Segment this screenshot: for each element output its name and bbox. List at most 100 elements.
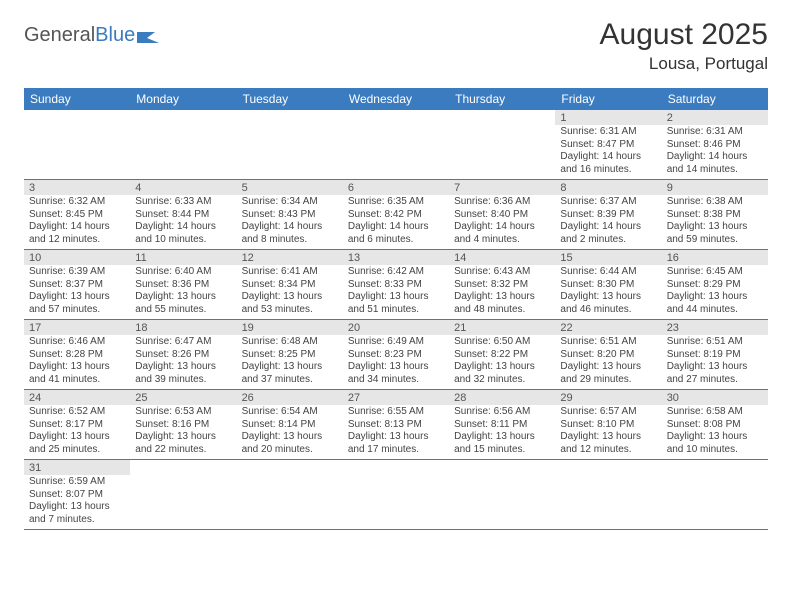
daylight-line: Daylight: 13 hours and 7 minutes. bbox=[29, 501, 125, 526]
sunset-line: Sunset: 8:14 PM bbox=[242, 419, 338, 432]
calendar-row: 3Sunrise: 6:32 AMSunset: 8:45 PMDaylight… bbox=[24, 180, 768, 250]
day-details: Sunrise: 6:51 AMSunset: 8:20 PMDaylight:… bbox=[555, 335, 661, 389]
day-number: 7 bbox=[449, 180, 555, 195]
sunset-line: Sunset: 8:16 PM bbox=[135, 419, 231, 432]
day-cell: 19Sunrise: 6:48 AMSunset: 8:25 PMDayligh… bbox=[237, 320, 343, 390]
sunrise-line: Sunrise: 6:33 AM bbox=[135, 196, 231, 209]
daylight-line: Daylight: 14 hours and 16 minutes. bbox=[560, 151, 656, 176]
sunrise-line: Sunrise: 6:35 AM bbox=[348, 196, 444, 209]
daylight-line: Daylight: 13 hours and 44 minutes. bbox=[667, 291, 763, 316]
sunset-line: Sunset: 8:40 PM bbox=[454, 209, 550, 222]
day-number: 15 bbox=[555, 250, 661, 265]
daylight-line: Daylight: 14 hours and 14 minutes. bbox=[667, 151, 763, 176]
weekday-header: Monday bbox=[130, 88, 236, 110]
day-details: Sunrise: 6:45 AMSunset: 8:29 PMDaylight:… bbox=[662, 265, 768, 319]
sunset-line: Sunset: 8:23 PM bbox=[348, 349, 444, 362]
day-details: Sunrise: 6:46 AMSunset: 8:28 PMDaylight:… bbox=[24, 335, 130, 389]
sunrise-line: Sunrise: 6:41 AM bbox=[242, 266, 338, 279]
logo-text-1: General bbox=[24, 24, 95, 47]
day-number: 30 bbox=[662, 390, 768, 405]
sunset-line: Sunset: 8:28 PM bbox=[29, 349, 125, 362]
day-details: Sunrise: 6:53 AMSunset: 8:16 PMDaylight:… bbox=[130, 405, 236, 459]
daylight-line: Daylight: 13 hours and 32 minutes. bbox=[454, 361, 550, 386]
day-number: 16 bbox=[662, 250, 768, 265]
daylight-line: Daylight: 13 hours and 15 minutes. bbox=[454, 431, 550, 456]
calendar-row: 10Sunrise: 6:39 AMSunset: 8:37 PMDayligh… bbox=[24, 250, 768, 320]
sunset-line: Sunset: 8:10 PM bbox=[560, 419, 656, 432]
sunrise-line: Sunrise: 6:59 AM bbox=[29, 476, 125, 489]
daylight-line: Daylight: 13 hours and 57 minutes. bbox=[29, 291, 125, 316]
day-number: 4 bbox=[130, 180, 236, 195]
sunset-line: Sunset: 8:19 PM bbox=[667, 349, 763, 362]
empty-cell bbox=[130, 460, 236, 530]
day-cell: 28Sunrise: 6:56 AMSunset: 8:11 PMDayligh… bbox=[449, 390, 555, 460]
day-cell: 24Sunrise: 6:52 AMSunset: 8:17 PMDayligh… bbox=[24, 390, 130, 460]
day-cell: 11Sunrise: 6:40 AMSunset: 8:36 PMDayligh… bbox=[130, 250, 236, 320]
day-number: 11 bbox=[130, 250, 236, 265]
sunset-line: Sunset: 8:43 PM bbox=[242, 209, 338, 222]
empty-cell bbox=[237, 110, 343, 180]
day-cell: 29Sunrise: 6:57 AMSunset: 8:10 PMDayligh… bbox=[555, 390, 661, 460]
day-cell: 8Sunrise: 6:37 AMSunset: 8:39 PMDaylight… bbox=[555, 180, 661, 250]
day-details: Sunrise: 6:35 AMSunset: 8:42 PMDaylight:… bbox=[343, 195, 449, 249]
daylight-line: Daylight: 13 hours and 59 minutes. bbox=[667, 221, 763, 246]
sunset-line: Sunset: 8:08 PM bbox=[667, 419, 763, 432]
day-cell: 20Sunrise: 6:49 AMSunset: 8:23 PMDayligh… bbox=[343, 320, 449, 390]
day-cell: 15Sunrise: 6:44 AMSunset: 8:30 PMDayligh… bbox=[555, 250, 661, 320]
sunrise-line: Sunrise: 6:36 AM bbox=[454, 196, 550, 209]
day-number: 13 bbox=[343, 250, 449, 265]
day-details: Sunrise: 6:52 AMSunset: 8:17 PMDaylight:… bbox=[24, 405, 130, 459]
sunset-line: Sunset: 8:42 PM bbox=[348, 209, 444, 222]
calendar-row: 24Sunrise: 6:52 AMSunset: 8:17 PMDayligh… bbox=[24, 390, 768, 460]
day-cell: 4Sunrise: 6:33 AMSunset: 8:44 PMDaylight… bbox=[130, 180, 236, 250]
sunrise-line: Sunrise: 6:40 AM bbox=[135, 266, 231, 279]
calendar-body: 1Sunrise: 6:31 AMSunset: 8:47 PMDaylight… bbox=[24, 110, 768, 530]
daylight-line: Daylight: 13 hours and 46 minutes. bbox=[560, 291, 656, 316]
sunset-line: Sunset: 8:44 PM bbox=[135, 209, 231, 222]
sunset-line: Sunset: 8:34 PM bbox=[242, 279, 338, 292]
daylight-line: Daylight: 13 hours and 29 minutes. bbox=[560, 361, 656, 386]
sunrise-line: Sunrise: 6:46 AM bbox=[29, 336, 125, 349]
empty-cell bbox=[343, 460, 449, 530]
calendar-row: 17Sunrise: 6:46 AMSunset: 8:28 PMDayligh… bbox=[24, 320, 768, 390]
day-number: 2 bbox=[662, 110, 768, 125]
weekday-header: Friday bbox=[555, 88, 661, 110]
day-cell: 27Sunrise: 6:55 AMSunset: 8:13 PMDayligh… bbox=[343, 390, 449, 460]
daylight-line: Daylight: 13 hours and 51 minutes. bbox=[348, 291, 444, 316]
daylight-line: Daylight: 14 hours and 10 minutes. bbox=[135, 221, 231, 246]
day-number: 22 bbox=[555, 320, 661, 335]
day-details: Sunrise: 6:56 AMSunset: 8:11 PMDaylight:… bbox=[449, 405, 555, 459]
day-number: 28 bbox=[449, 390, 555, 405]
day-details: Sunrise: 6:40 AMSunset: 8:36 PMDaylight:… bbox=[130, 265, 236, 319]
sunrise-line: Sunrise: 6:57 AM bbox=[560, 406, 656, 419]
day-details: Sunrise: 6:59 AMSunset: 8:07 PMDaylight:… bbox=[24, 475, 130, 529]
day-cell: 26Sunrise: 6:54 AMSunset: 8:14 PMDayligh… bbox=[237, 390, 343, 460]
sunset-line: Sunset: 8:13 PM bbox=[348, 419, 444, 432]
sunset-line: Sunset: 8:20 PM bbox=[560, 349, 656, 362]
sunset-line: Sunset: 8:11 PM bbox=[454, 419, 550, 432]
sunset-line: Sunset: 8:30 PM bbox=[560, 279, 656, 292]
sunrise-line: Sunrise: 6:51 AM bbox=[667, 336, 763, 349]
day-cell: 18Sunrise: 6:47 AMSunset: 8:26 PMDayligh… bbox=[130, 320, 236, 390]
sunrise-line: Sunrise: 6:48 AM bbox=[242, 336, 338, 349]
day-cell: 7Sunrise: 6:36 AMSunset: 8:40 PMDaylight… bbox=[449, 180, 555, 250]
sunrise-line: Sunrise: 6:31 AM bbox=[560, 126, 656, 139]
day-cell: 2Sunrise: 6:31 AMSunset: 8:46 PMDaylight… bbox=[662, 110, 768, 180]
day-number: 1 bbox=[555, 110, 661, 125]
sunset-line: Sunset: 8:47 PM bbox=[560, 139, 656, 152]
empty-cell bbox=[662, 460, 768, 530]
empty-cell bbox=[237, 460, 343, 530]
calendar-row: 31Sunrise: 6:59 AMSunset: 8:07 PMDayligh… bbox=[24, 460, 768, 530]
sunrise-line: Sunrise: 6:44 AM bbox=[560, 266, 656, 279]
day-cell: 30Sunrise: 6:58 AMSunset: 8:08 PMDayligh… bbox=[662, 390, 768, 460]
sunset-line: Sunset: 8:37 PM bbox=[29, 279, 125, 292]
day-details: Sunrise: 6:42 AMSunset: 8:33 PMDaylight:… bbox=[343, 265, 449, 319]
logo-flag-icon bbox=[137, 29, 159, 43]
title-block: August 2025 Lousa, Portugal bbox=[600, 18, 768, 74]
empty-cell bbox=[449, 110, 555, 180]
daylight-line: Daylight: 13 hours and 27 minutes. bbox=[667, 361, 763, 386]
day-number: 21 bbox=[449, 320, 555, 335]
day-number: 14 bbox=[449, 250, 555, 265]
day-details: Sunrise: 6:49 AMSunset: 8:23 PMDaylight:… bbox=[343, 335, 449, 389]
day-number: 23 bbox=[662, 320, 768, 335]
